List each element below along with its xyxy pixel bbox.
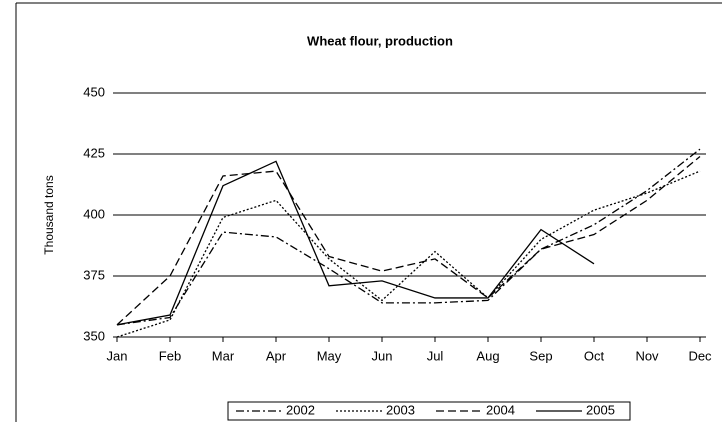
- y-tick-label: 425: [83, 145, 105, 160]
- legend-label: 2003: [386, 402, 415, 417]
- x-tick-label: Sep: [529, 348, 552, 363]
- legend: [227, 401, 631, 421]
- x-tick-label: Oct: [584, 348, 605, 363]
- x-tick-label: Jan: [107, 348, 128, 363]
- line-series: [116, 148, 701, 326]
- x-tick-label: Aug: [476, 348, 499, 363]
- x-tick-label: Feb: [159, 348, 181, 363]
- y-tick-label: 350: [83, 328, 105, 343]
- line-series: [116, 170, 701, 338]
- x-tick-label: Nov: [635, 348, 659, 363]
- y-tick-label: 450: [83, 84, 105, 99]
- line-series: [116, 155, 701, 326]
- legend-label: 2005: [586, 402, 615, 417]
- legend-label: 2002: [286, 402, 315, 417]
- y-tick-label: 375: [83, 267, 105, 282]
- x-tick-label: Jun: [372, 348, 393, 363]
- legend-label: 2004: [486, 402, 515, 417]
- chart-title: Wheat flour, production: [307, 33, 453, 48]
- x-tick-label: May: [317, 348, 342, 363]
- line-series: [116, 160, 595, 326]
- x-tick-label: Dec: [688, 348, 712, 363]
- y-axis-label: Thousand tons: [42, 175, 56, 254]
- x-tick-label: Mar: [212, 348, 235, 363]
- x-tick-label: Jul: [427, 348, 444, 363]
- y-tick-label: 400: [83, 206, 105, 221]
- x-tick-label: Apr: [266, 348, 287, 363]
